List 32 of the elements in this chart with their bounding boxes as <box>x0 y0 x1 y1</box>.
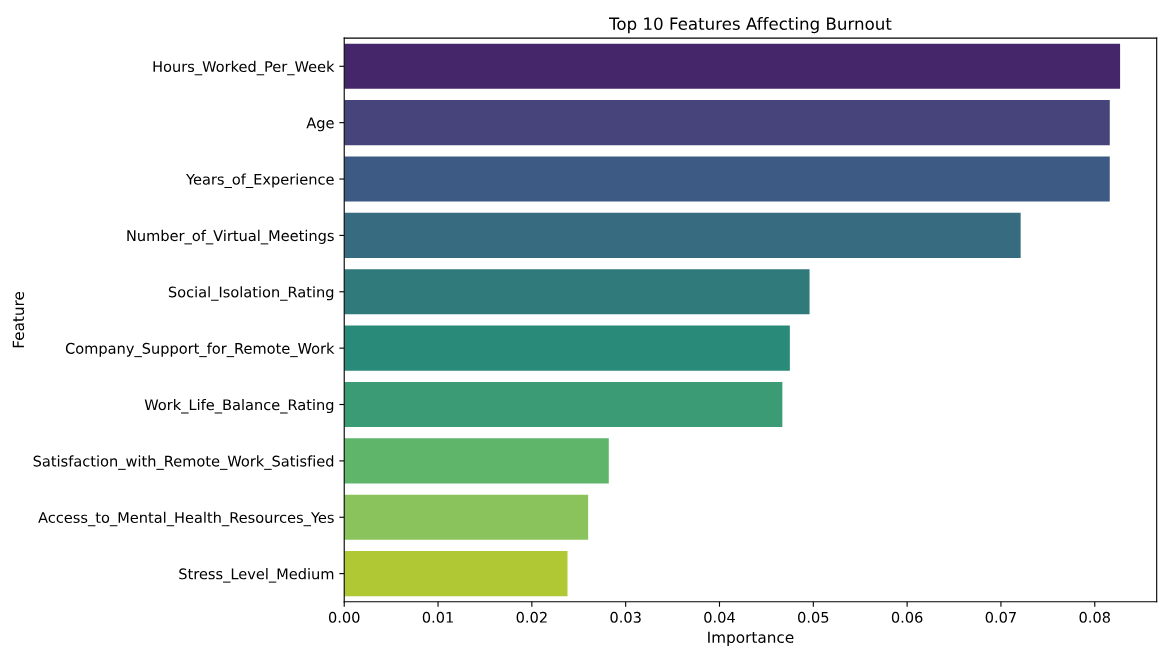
y-tick-label: Stress_Level_Medium <box>179 568 334 583</box>
x-tick-label: 0.04 <box>704 611 735 623</box>
bar <box>344 100 1110 146</box>
x-tick-label: 0.06 <box>891 611 923 623</box>
x-tick-label: 0.01 <box>422 611 453 623</box>
bar <box>344 325 790 371</box>
x-tick-label: 0.03 <box>610 611 641 623</box>
x-tick-label: 0.05 <box>798 611 829 623</box>
x-tick-label: 0.00 <box>328 611 360 623</box>
chart-title: Top 10 Features Affecting Burnout <box>608 17 892 34</box>
bar <box>344 43 1121 89</box>
x-axis-title: Importance <box>708 631 794 646</box>
y-tick-label: Work_Life_Balance_Rating <box>144 398 334 414</box>
bar <box>344 269 810 315</box>
y-tick-label: Years_of_Experience <box>186 173 334 189</box>
x-tick-label: 0.08 <box>1079 611 1110 623</box>
y-tick-label: Access_to_Mental_Health_Resources_Yes <box>38 511 334 527</box>
x-tick-label: 0.02 <box>516 611 547 623</box>
y-tick-label: Hours_Worked_Per_Week <box>153 60 335 76</box>
y-tick-label: Number_of_Virtual_Meetings <box>127 229 334 245</box>
bar <box>344 494 589 540</box>
bar <box>344 551 568 597</box>
bar <box>344 381 783 428</box>
y-axis-title: Feature <box>12 291 25 348</box>
y-tick-label: Social_Isolation_Rating <box>168 286 334 301</box>
y-tick-label: Satisfaction_with_Remote_Work_Satisfied <box>33 455 334 470</box>
y-tick-label: Age <box>306 117 334 132</box>
y-tick-label: Company_Support_for_Remote_Work <box>65 342 335 358</box>
bar <box>344 438 609 484</box>
bar <box>344 212 1021 258</box>
bar <box>344 156 1110 202</box>
x-tick-label: 0.07 <box>985 611 1016 623</box>
